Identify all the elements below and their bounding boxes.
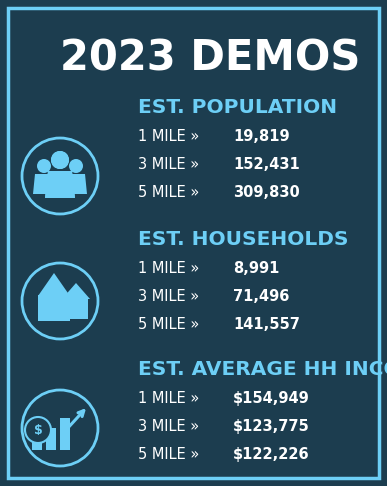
Circle shape [22,390,98,466]
Text: 141,557: 141,557 [233,317,300,332]
Text: 19,819: 19,819 [233,129,289,144]
Polygon shape [62,283,90,299]
Text: $123,775: $123,775 [233,419,310,434]
FancyBboxPatch shape [46,428,56,450]
Polygon shape [38,273,70,296]
Text: 3 MILE »: 3 MILE » [138,157,204,172]
Text: 71,496: 71,496 [233,289,289,304]
Polygon shape [45,171,75,198]
Text: 2023 DEMOS: 2023 DEMOS [60,38,360,80]
Circle shape [69,159,83,173]
Text: EST. POPULATION: EST. POPULATION [138,98,337,117]
Text: EST. HOUSEHOLDS: EST. HOUSEHOLDS [138,230,349,249]
FancyBboxPatch shape [32,436,42,450]
Text: 1 MILE »: 1 MILE » [138,391,204,406]
Text: EST. AVERAGE HH INCOME: EST. AVERAGE HH INCOME [138,360,387,379]
Text: 5 MILE »: 5 MILE » [138,447,204,462]
Circle shape [22,263,98,339]
Circle shape [37,159,51,173]
Text: 5 MILE »: 5 MILE » [138,185,204,200]
Text: 309,830: 309,830 [233,185,300,200]
Text: 3 MILE »: 3 MILE » [138,289,204,304]
Circle shape [51,151,69,169]
Circle shape [51,151,69,169]
Text: $122,226: $122,226 [233,447,310,462]
Text: $154,949: $154,949 [233,391,310,406]
Polygon shape [45,171,75,198]
Polygon shape [33,174,55,194]
Polygon shape [65,174,87,194]
FancyBboxPatch shape [38,295,70,321]
Text: 1 MILE »: 1 MILE » [138,261,204,276]
Text: 1 MILE »: 1 MILE » [138,129,204,144]
Circle shape [22,138,98,214]
Text: 152,431: 152,431 [233,157,300,172]
FancyBboxPatch shape [60,418,70,450]
Text: 5 MILE »: 5 MILE » [138,317,204,332]
Text: $: $ [34,423,42,436]
Circle shape [25,417,51,443]
Text: 3 MILE »: 3 MILE » [138,419,204,434]
FancyBboxPatch shape [64,297,88,319]
Text: 8,991: 8,991 [233,261,279,276]
